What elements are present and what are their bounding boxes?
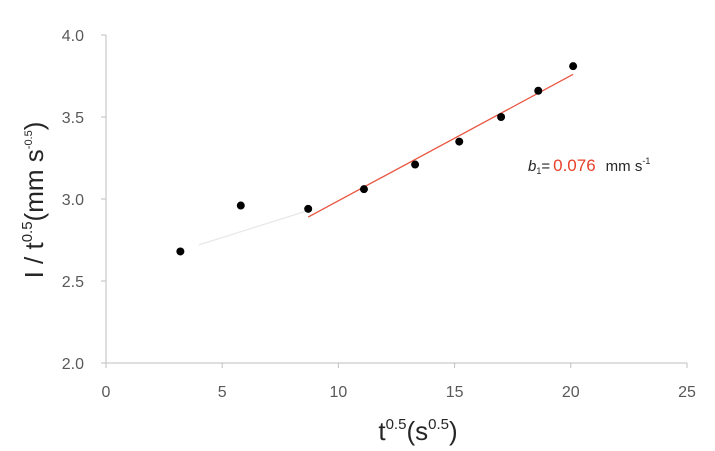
y-axis-title-sup: 0.5 (19, 221, 36, 242)
y-axis-unit-sup: -0.5 (23, 130, 35, 149)
slope-symbol: b (528, 158, 536, 175)
y-tick-label: 2.0 (62, 356, 84, 373)
slope-unit-sup: -1 (642, 156, 650, 166)
x-axis-title-base: t (378, 416, 386, 446)
y-axis-unit-base: mm s (19, 149, 49, 213)
fit-lines (198, 73, 574, 246)
slope-value: 0.076 (553, 156, 596, 175)
x-axis-title: t0.5(s0.5) (378, 416, 457, 446)
ticks: 0 5 10 15 20 25 2.0 2.5 3.0 3.5 4.0 (62, 28, 696, 401)
data-point (569, 62, 578, 71)
x-tick-label: 10 (330, 384, 348, 401)
x-tick-label: 5 (218, 384, 227, 401)
data-points (176, 62, 578, 256)
x-axis-title-sup: 0.5 (386, 416, 407, 433)
fit-line (307, 73, 574, 218)
data-point (236, 201, 245, 210)
data-point (411, 160, 420, 169)
slope-unit-base: mm s (606, 158, 643, 175)
y-tick-label: 3.0 (62, 192, 84, 209)
data-point (534, 86, 543, 95)
fit-line (198, 209, 309, 246)
y-axis-title-base: I / t (19, 242, 49, 279)
x-axis-unit-base: s (415, 416, 428, 446)
x-axis-unit-sup: 0.5 (428, 416, 449, 433)
x-tick-label: 25 (678, 384, 696, 401)
y-axis-title: I / t0.5(mm s-0.5) (19, 122, 49, 279)
y-tick-label: 4.0 (62, 28, 84, 45)
data-point (176, 247, 185, 256)
data-point (455, 137, 464, 146)
y-tick-label: 3.5 (62, 110, 84, 127)
x-tick-label: 0 (102, 384, 111, 401)
slope-subscript: 1 (536, 166, 541, 176)
slope-equals: = (541, 158, 550, 175)
data-point (497, 113, 506, 121)
y-tick-label: 2.5 (62, 274, 84, 291)
data-point (359, 185, 368, 194)
slope-annotation: b1= 0.076 mm s-1 (528, 156, 650, 176)
data-point (304, 204, 313, 213)
axes (105, 35, 687, 364)
x-tick-label: 20 (562, 384, 580, 401)
x-tick-label: 15 (446, 384, 464, 401)
